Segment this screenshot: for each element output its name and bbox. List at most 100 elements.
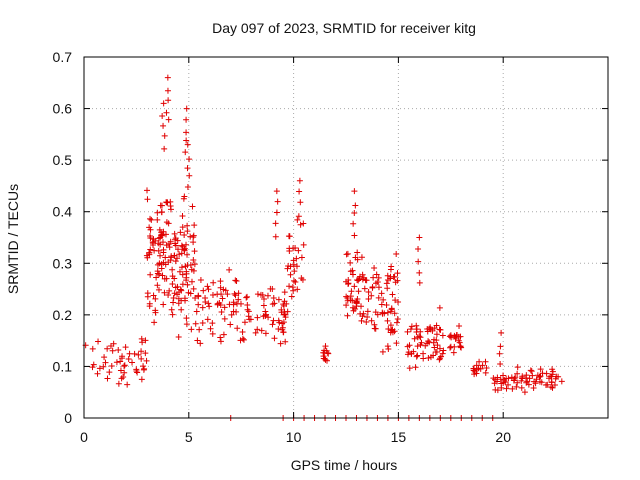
data-point (322, 343, 329, 350)
data-point (157, 241, 164, 248)
data-point (526, 375, 533, 382)
data-point (364, 308, 371, 315)
data-point (156, 271, 163, 278)
data-point (457, 333, 464, 340)
data-point (184, 183, 191, 190)
data-point (175, 246, 182, 253)
data-point (189, 203, 196, 210)
data-point (274, 198, 281, 205)
data-point (436, 304, 443, 311)
data-point (290, 245, 297, 252)
data-point (157, 202, 164, 209)
y-tick-label: 0.4 (53, 204, 73, 220)
axis-ticks: 0 5 10 15 20 0 0.1 0.2 0.3 0.4 0.5 0.6 0.7 (53, 49, 608, 445)
data-point (273, 209, 280, 216)
data-point (166, 244, 173, 251)
data-point (146, 300, 153, 307)
data-point (109, 347, 116, 354)
plot-frame (83, 56, 609, 419)
data-point (283, 300, 290, 307)
data-point (378, 290, 385, 297)
data-point (395, 299, 402, 306)
data-point (170, 299, 177, 306)
data-point (281, 289, 288, 296)
data-point (416, 333, 423, 340)
data-point (452, 335, 459, 342)
data-point (529, 372, 536, 379)
data-point (170, 295, 177, 302)
data-point (424, 340, 431, 347)
data-point (126, 350, 133, 357)
data-point (187, 262, 194, 269)
data-point (227, 321, 234, 328)
data-point (188, 278, 195, 285)
data-point (503, 375, 510, 382)
data-point (497, 343, 504, 350)
data-point (260, 296, 267, 303)
data-point (528, 368, 535, 375)
data-point (94, 370, 101, 377)
data-point (165, 292, 172, 298)
data-point (118, 355, 125, 362)
data-point (95, 338, 102, 345)
data-point (144, 196, 151, 203)
data-point (387, 273, 394, 280)
data-point (178, 242, 185, 249)
data-point (290, 287, 297, 294)
data-point (115, 380, 122, 387)
data-point (426, 325, 433, 332)
y-tick-label: 0.3 (53, 255, 73, 271)
data-point (195, 301, 202, 308)
data-point (205, 286, 212, 293)
data-point (379, 348, 386, 355)
chart-title: Day 097 of 2023, SRMTID for receiver kit… (212, 20, 476, 36)
data-point (254, 326, 261, 333)
data-point (411, 335, 418, 342)
data-point (200, 287, 207, 294)
data-point (186, 172, 193, 179)
data-point (184, 251, 191, 258)
data-point (195, 292, 202, 299)
data-point (209, 330, 216, 337)
data-point (156, 226, 163, 233)
data-point (530, 385, 537, 392)
x-tick-label: 5 (185, 429, 193, 445)
data-point (177, 229, 184, 236)
data-point (192, 320, 199, 327)
data-point (355, 277, 362, 284)
data-point (184, 141, 191, 148)
data-point (299, 276, 306, 283)
y-tick-label: 0.5 (53, 152, 73, 168)
data-point (321, 355, 328, 362)
data-point (503, 385, 510, 392)
data-point (252, 329, 259, 336)
data-point (167, 203, 174, 210)
data-point (343, 302, 350, 309)
data-point (165, 220, 172, 227)
data-point (518, 377, 525, 384)
data-point (415, 245, 422, 252)
data-point (118, 375, 125, 382)
data-point (140, 363, 147, 370)
data-point (169, 280, 176, 287)
data-point (447, 343, 454, 350)
data-point (414, 352, 421, 359)
data-point (288, 293, 295, 300)
data-point (239, 329, 246, 336)
data-point (182, 149, 189, 156)
data-point (100, 363, 107, 370)
data-point (497, 376, 504, 383)
data-point (380, 296, 387, 303)
data-point (237, 300, 244, 307)
data-point (345, 280, 352, 287)
y-tick-label: 0.6 (53, 101, 73, 117)
data-point (181, 247, 188, 254)
data-point (432, 348, 439, 355)
data-point (221, 304, 228, 311)
data-point (181, 232, 188, 239)
data-point (184, 165, 191, 172)
data-point (164, 199, 171, 206)
data-point (163, 275, 170, 282)
data-point (436, 326, 443, 333)
